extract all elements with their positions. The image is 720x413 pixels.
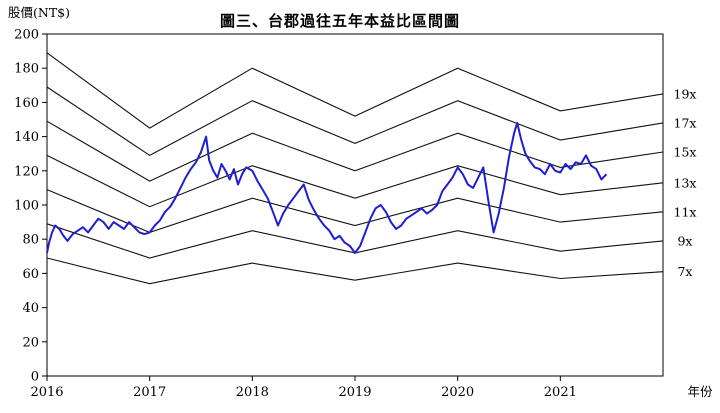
x-axis-title: 年份	[687, 384, 713, 399]
pe-band-label: 9x	[677, 233, 692, 248]
pe-band-line	[46, 257, 664, 285]
pe-band-label: 11x	[674, 204, 697, 219]
pe-band-line	[46, 86, 664, 157]
pe-band-line	[46, 52, 664, 129]
chart-title: 圖三、台郡過往五年本益比區間圖	[220, 12, 460, 30]
y-axis-title: 股價(NT$)	[8, 5, 70, 20]
pe-band-label: 13x	[674, 175, 697, 190]
y-tick-label: 20	[22, 335, 39, 350]
y-tick-label: 40	[22, 301, 39, 316]
plot-frame	[46, 33, 664, 377]
y-tick-label: 180	[14, 62, 39, 77]
pe-band-line	[46, 120, 664, 182]
pe-band-line	[46, 189, 664, 233]
price-line	[46, 121, 608, 254]
pe-band-label: 17x	[674, 115, 697, 130]
pe-band-labels: 19x 17x 15x 13x 11x 9x 7x	[674, 86, 697, 279]
pe-band-label: 15x	[674, 144, 697, 159]
y-tick-label: 100	[14, 199, 39, 214]
x-tick-label: 2019	[338, 385, 371, 400]
price-series	[46, 121, 608, 254]
y-axis: 0 20 40 60 80 100 120 140 160 180 200	[14, 28, 47, 385]
pe-band-label: 19x	[674, 86, 697, 101]
x-tick-label: 2021	[544, 385, 577, 400]
y-tick-label: 200	[14, 28, 39, 43]
y-tick-label: 80	[22, 233, 39, 248]
y-tick-label: 0	[31, 370, 39, 385]
pe-band-line	[46, 154, 664, 208]
x-axis: 2016 2017 2018 2019 2020 2021	[30, 376, 577, 400]
y-tick-label: 140	[14, 130, 39, 145]
y-tick-label: 120	[14, 164, 39, 179]
x-tick-label: 2017	[133, 385, 166, 400]
x-tick-label: 2018	[236, 385, 269, 400]
y-tick-label: 160	[14, 96, 39, 111]
pe-band-label: 7x	[677, 264, 692, 279]
y-tick-label: 60	[22, 267, 39, 282]
x-tick-label: 2020	[441, 385, 474, 400]
x-tick-label: 2016	[30, 385, 63, 400]
